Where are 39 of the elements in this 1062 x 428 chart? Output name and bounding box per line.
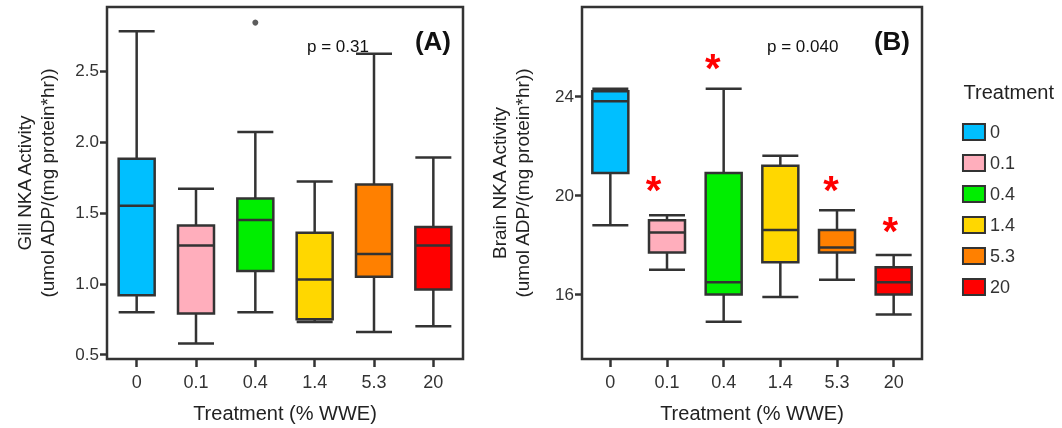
x-tick-label: 0.4 (242, 372, 268, 392)
y-axis-title: Brain NKA Activity (umol ADP/(mg protein*hr)) (489, 68, 533, 298)
y-tick-label: 2.0 (75, 132, 99, 152)
legend-label: 20 (989, 277, 1011, 297)
x-tick-label: 0.1 (654, 372, 680, 392)
x-tick-label: 1.4 (767, 372, 793, 392)
annotation: p = 0.31 (307, 37, 369, 56)
annotation: (A) (414, 26, 451, 56)
y-tick-label: 24 (555, 86, 574, 106)
x-tick-label: 0 (605, 372, 616, 392)
y-tick-label: 1.0 (75, 274, 99, 294)
annotation: * (704, 46, 721, 90)
x-tick-label: 0.4 (711, 372, 737, 392)
annotation: * (645, 168, 662, 212)
x-axis-title: Treatment (% WWE) (193, 402, 377, 424)
legend-label: 5.3 (989, 246, 1016, 266)
y-tick-label: 1.5 (75, 203, 99, 223)
legend-label: 1.4 (989, 215, 1016, 235)
x-tick-label: 0 (131, 372, 142, 392)
y-tick-label: 2.5 (75, 61, 99, 81)
x-tick-label: 0.1 (183, 372, 209, 392)
legend-title: Treatment (963, 81, 1055, 103)
y-tick-label: 20 (555, 185, 574, 205)
legend-label: 0 (989, 122, 1000, 142)
x-tick-label: 1.4 (302, 372, 328, 392)
annotation: p = 0.040 (767, 37, 839, 56)
x-tick-label: 5.3 (824, 372, 850, 392)
x-tick-label: 5.3 (361, 372, 387, 392)
annotation: * (882, 209, 899, 253)
y-tick-label: 0.5 (75, 345, 99, 365)
x-axis-title: Treatment (% WWE) (660, 402, 844, 424)
legend-label: 0.1 (989, 153, 1016, 173)
y-tick-label: 16 (555, 285, 574, 305)
annotation: * (823, 168, 840, 212)
legend-label: 0.4 (989, 184, 1016, 204)
annotation: (B) (873, 26, 910, 56)
x-tick-label: 20 (883, 372, 904, 392)
x-tick-label: 20 (423, 372, 444, 392)
y-axis-title: Gill NKA Activity (umol ADP/(mg protein*hr)) (14, 68, 58, 298)
